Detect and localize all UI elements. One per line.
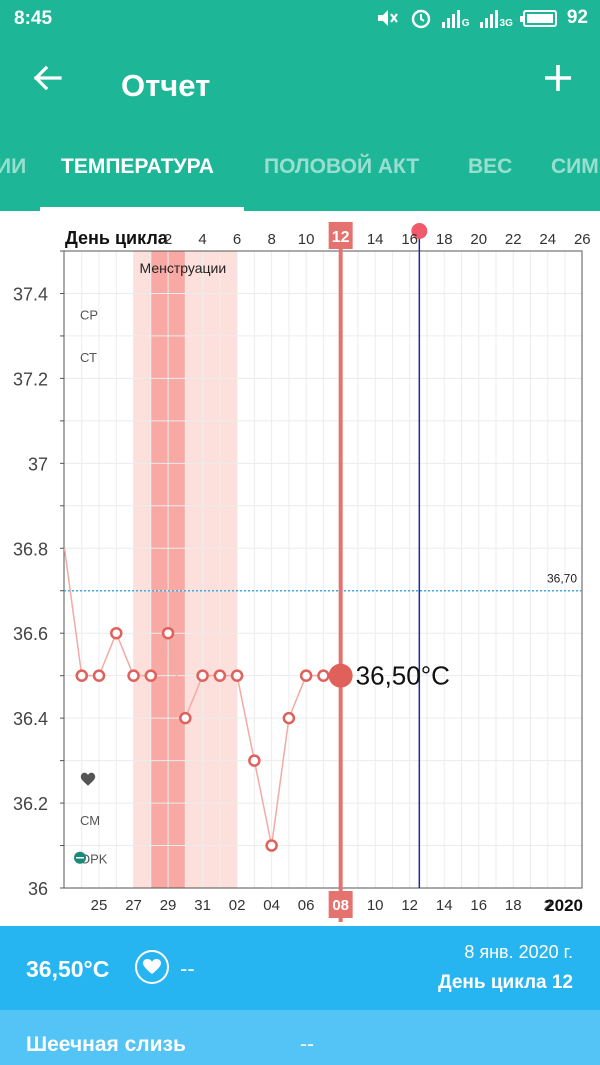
plot-frame — [63, 250, 583, 889]
data-point — [127, 669, 140, 682]
cycle-day-label: 2 — [164, 231, 172, 248]
signal-icon — [441, 8, 460, 28]
app-bar: Отчет — [0, 38, 600, 133]
summary-date: 8 янв. 2020 г. — [464, 942, 573, 962]
data-point — [299, 669, 313, 682]
date-label: 16 — [470, 897, 487, 914]
cycle-day-label: 10 — [298, 231, 315, 248]
y-tick-label: 36.8 — [13, 539, 48, 559]
menstruation-label: Менструации — [140, 260, 227, 276]
data-point — [161, 626, 175, 640]
tab-symptoms[interactable]: СИМ — [551, 155, 599, 178]
y-tick-label: 37.2 — [13, 369, 48, 389]
temperature-chart[interactable]: Менструации 36 36.2 36.4 36.6 36.8 37 37.2 37.4 Д… — [0, 211, 600, 926]
cycle-day-label: 4 — [198, 231, 206, 248]
date-label: 25 — [91, 897, 108, 914]
intercourse-value: -- — [180, 956, 195, 981]
data-point — [179, 711, 192, 725]
cycle-day-label: 26 — [574, 231, 591, 248]
plus-icon[interactable] — [540, 60, 576, 96]
cycle-day-label: 14 — [367, 231, 384, 248]
cycle-day-label: 22 — [505, 231, 522, 248]
battery-icon — [519, 9, 557, 27]
cycle-day-label: 6 — [233, 231, 241, 248]
marker-label-ct: СТ — [80, 350, 97, 365]
status-bar: 8:45 G 3G 92 — [0, 0, 600, 38]
marker-label-opk: OPK — [80, 851, 108, 866]
y-tick-label: 36.6 — [13, 624, 48, 644]
y-tick-label: 37.4 — [13, 284, 48, 304]
data-point — [92, 669, 106, 682]
summary-cycle-day: День цикла 12 — [438, 972, 573, 993]
selected-data-point — [328, 663, 353, 688]
mute-icon — [377, 10, 398, 26]
tab-weight[interactable]: ВЕС — [468, 155, 513, 178]
day-summary[interactable]: 36,50°C -- 8 янв. 2020 г. День цикла 12 — [0, 926, 600, 1010]
selected-value-label: 36,50°C — [356, 661, 450, 691]
y-tick-label: 36.4 — [13, 709, 48, 729]
data-point — [282, 711, 296, 725]
heart-icon — [80, 772, 96, 786]
date-label: 06 — [298, 897, 315, 914]
selected-cycle-day-chip — [328, 222, 353, 249]
cycle-day-axis-title: День цикла — [65, 228, 169, 248]
network-3g-label: 3G — [499, 17, 513, 29]
heart-icon — [143, 959, 161, 974]
summary-temperature: 36,50°C — [26, 956, 110, 982]
data-point — [248, 754, 261, 767]
date-label: 18 — [505, 897, 522, 914]
date-label: 2 — [544, 897, 552, 914]
data-point — [110, 626, 123, 640]
selected-date-label: 08 — [332, 897, 349, 914]
arrow-left-icon[interactable] — [30, 60, 66, 96]
tab-bar: ИИ ТЕМПЕРАТУРА ПОЛОВОЙ АКТ ВЕС СИМ — [0, 133, 600, 211]
data-point — [75, 669, 89, 682]
marker-label-cp: СР — [80, 308, 98, 323]
ovulation-marker-icon — [411, 223, 428, 239]
signal-icon-2 — [479, 8, 498, 28]
cycle-day-label: 8 — [267, 231, 275, 248]
cycle-day-label: 24 — [539, 231, 556, 248]
date-label: 10 — [367, 897, 384, 914]
y-tick-label: 37 — [28, 454, 48, 474]
tab-indicator — [40, 207, 244, 211]
data-point — [213, 669, 227, 682]
network-g-label: G — [461, 17, 470, 29]
cycle-day-label: 18 — [436, 231, 453, 248]
marker-label-cm: СМ — [80, 813, 100, 828]
intercourse-button[interactable] — [135, 950, 169, 984]
data-point — [196, 669, 209, 682]
year-label: 2020 — [545, 896, 583, 915]
alarm-icon — [411, 9, 430, 29]
date-label: 29 — [160, 897, 177, 914]
chart-canvas[interactable]: Менструации 36 36.2 36.4 36.6 36.8 37 37.2 37.4 Д… — [0, 211, 600, 926]
date-label: 14 — [436, 897, 453, 914]
tab-ai[interactable]: ИИ — [0, 155, 27, 178]
page-title: Отчет — [121, 68, 211, 103]
coverline-label: 36,70 — [547, 572, 577, 586]
tab-temperature[interactable]: ТЕМПЕРАТУРА — [61, 155, 214, 178]
mucus-row[interactable]: Шеечная слизь -- — [0, 1010, 600, 1065]
selected-cycle-day-label: 12 — [332, 229, 350, 246]
cycle-day-label: 20 — [470, 231, 487, 248]
data-point — [317, 669, 330, 682]
cycle-day-label: 16 — [401, 231, 418, 248]
data-point — [265, 839, 278, 852]
mucus-label: Шеечная слизь — [26, 1033, 186, 1056]
selected-date-chip — [328, 891, 353, 918]
date-label: 04 — [263, 897, 280, 914]
date-label: 12 — [401, 897, 418, 914]
data-point — [144, 669, 158, 682]
battery-percent: 92 — [566, 7, 588, 28]
status-icons: G 3G 92 — [376, 7, 588, 29]
date-label: 27 — [125, 897, 142, 914]
mucus-value: -- — [300, 1033, 314, 1056]
date-label: 02 — [229, 897, 246, 914]
status-time: 8:45 — [14, 8, 53, 29]
y-tick-label: 36 — [28, 879, 48, 899]
y-tick-label: 36.2 — [13, 794, 48, 814]
data-point — [230, 669, 244, 682]
date-label: 31 — [194, 897, 211, 914]
tab-intercourse[interactable]: ПОЛОВОЙ АКТ — [264, 155, 420, 178]
